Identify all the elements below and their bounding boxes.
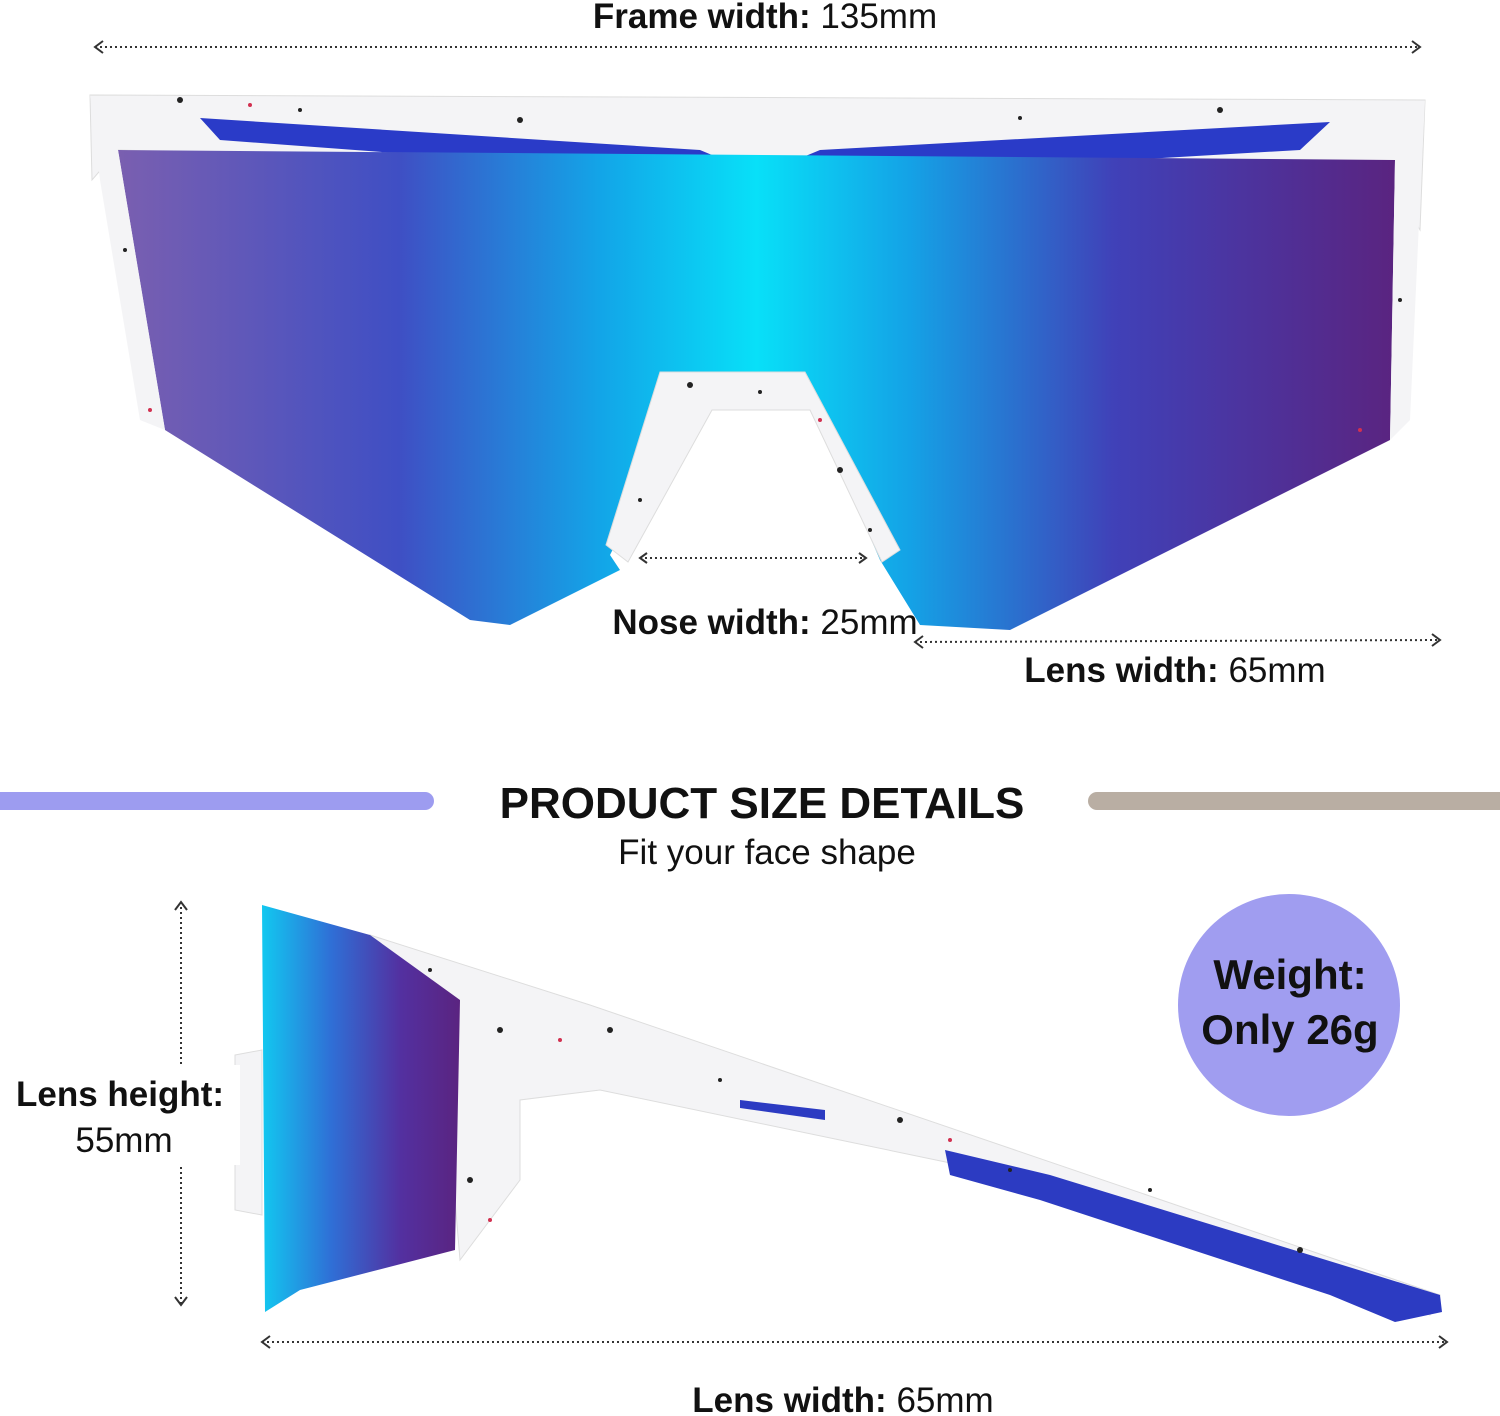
arrowhead <box>1411 40 1422 54</box>
label: Frame width: <box>593 0 811 36</box>
side-lens-width-label: Lens width: 65mm <box>692 1381 993 1416</box>
value: 65mm <box>896 1381 993 1416</box>
lens-height-value: 55mm <box>75 1121 172 1160</box>
arrowhead <box>260 1335 271 1349</box>
arrowhead <box>93 40 104 54</box>
arrowhead <box>1431 633 1442 647</box>
side-glasses <box>234 905 1442 1322</box>
weight-label: Weight: <box>1213 951 1366 998</box>
value: 25mm <box>820 603 917 642</box>
section-title: PRODUCT SIZE DETAILS <box>500 779 1025 828</box>
arrowhead <box>638 552 648 564</box>
weight-value: Only 26g <box>1201 1006 1378 1053</box>
value: 135mm <box>820 0 937 36</box>
front-glasses <box>89 94 1426 630</box>
arrowhead <box>858 552 868 564</box>
weight-badge <box>1178 894 1400 1116</box>
label: Nose width: <box>612 603 810 642</box>
arrowhead <box>913 635 924 649</box>
section-subtitle: Fit your face shape <box>618 833 916 872</box>
value: 65mm <box>1228 651 1325 690</box>
frame-width-label: Frame width: 135mm <box>593 0 937 36</box>
arrowhead <box>174 1296 188 1307</box>
arrowhead <box>1438 1335 1449 1349</box>
dimension-line <box>914 639 1441 643</box>
lens-height-label: Lens height: <box>16 1075 224 1114</box>
nose-width-label: Nose width: 25mm <box>612 603 917 642</box>
arrowhead <box>174 900 188 911</box>
label-bg <box>60 1065 240 1165</box>
lens-width-label: Lens width: 65mm <box>1024 651 1325 690</box>
label: Lens width: <box>1024 651 1218 690</box>
label: Lens width: <box>692 1381 886 1416</box>
